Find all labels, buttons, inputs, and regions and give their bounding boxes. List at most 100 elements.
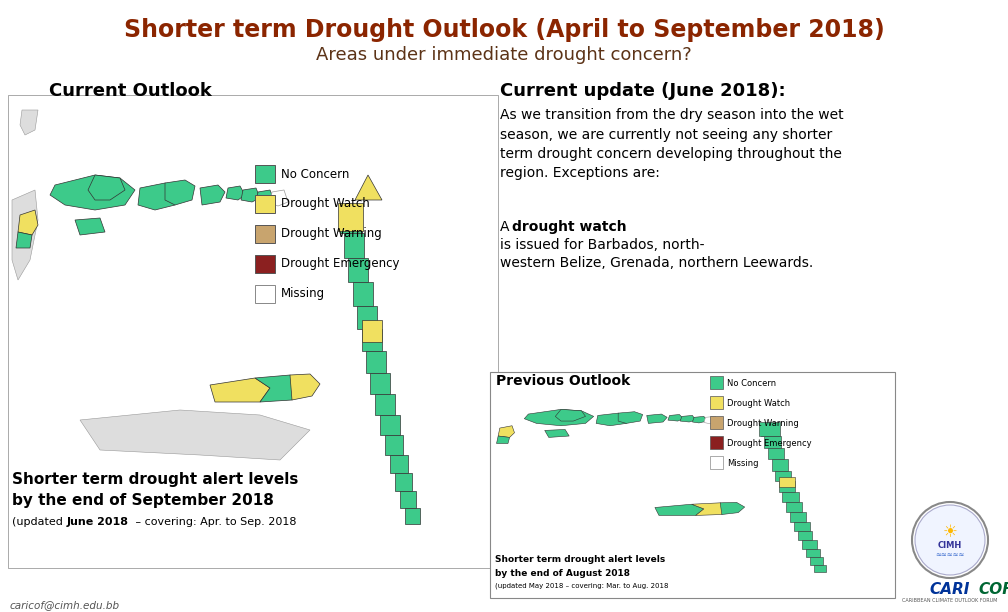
Bar [338, 203, 363, 231]
Text: Drought Watch: Drought Watch [727, 398, 790, 408]
Polygon shape [691, 503, 730, 515]
Bar [255, 195, 275, 213]
Text: is issued for Barbados, north-: is issued for Barbados, north- [500, 238, 705, 252]
Text: ☀: ☀ [942, 523, 958, 541]
Bar [782, 491, 798, 502]
Bar [761, 424, 779, 436]
Polygon shape [12, 190, 38, 280]
Bar [8, 95, 498, 568]
Bar [366, 351, 386, 373]
Text: Drought Warning: Drought Warning [727, 419, 798, 428]
Text: No Concern: No Concern [281, 168, 350, 181]
Bar [255, 225, 275, 243]
Text: June 2018: June 2018 [67, 517, 129, 527]
Text: Areas under immediate drought concern?: Areas under immediate drought concern? [317, 46, 691, 64]
Bar [806, 548, 820, 557]
Polygon shape [498, 426, 514, 438]
Bar [772, 460, 788, 471]
Text: A: A [500, 220, 514, 234]
Text: CARIBBEAN CLIMATE OUTLOOK FORUM: CARIBBEAN CLIMATE OUTLOOK FORUM [902, 598, 998, 603]
Bar [801, 540, 816, 548]
Bar [375, 394, 395, 415]
Text: Current update (June 2018):: Current update (June 2018): [500, 82, 785, 100]
Bar [357, 306, 377, 329]
Bar [789, 512, 806, 521]
Bar [385, 435, 403, 455]
Text: Shorter term drought alert levels: Shorter term drought alert levels [12, 472, 298, 487]
Polygon shape [355, 175, 382, 200]
Text: (updated: (updated [12, 517, 67, 527]
Bar [370, 373, 390, 394]
Bar [793, 521, 810, 531]
Bar [340, 205, 362, 233]
Bar [775, 471, 791, 481]
Bar [395, 473, 412, 491]
Bar [353, 282, 373, 306]
Polygon shape [18, 210, 38, 235]
Bar [405, 508, 420, 524]
Bar [810, 557, 824, 565]
Polygon shape [88, 175, 125, 200]
Polygon shape [255, 375, 302, 402]
Polygon shape [138, 183, 178, 210]
Bar [710, 456, 723, 469]
Polygon shape [210, 378, 270, 402]
Text: Drought Emergency: Drought Emergency [281, 258, 399, 271]
Text: by the end of September 2018: by the end of September 2018 [12, 493, 274, 508]
Polygon shape [226, 186, 245, 200]
Text: Current Outlook: Current Outlook [48, 82, 212, 100]
Text: Drought Emergency: Drought Emergency [727, 439, 811, 447]
Polygon shape [165, 180, 195, 205]
Text: (updated May 2018 – covering: Mar. to Aug. 2018: (updated May 2018 – covering: Mar. to Au… [495, 582, 668, 589]
Bar [400, 491, 416, 508]
Bar [814, 565, 827, 572]
Bar [779, 477, 795, 487]
Text: Shorter term drought alert levels: Shorter term drought alert levels [495, 555, 665, 564]
Bar [348, 258, 368, 282]
Bar [764, 436, 780, 448]
Polygon shape [50, 175, 135, 210]
Polygon shape [20, 110, 38, 135]
Bar [767, 448, 784, 460]
Bar [255, 255, 275, 273]
Bar [362, 320, 382, 342]
Text: – covering: Apr. to Sep. 2018: – covering: Apr. to Sep. 2018 [132, 517, 296, 527]
Text: Shorter term Drought Outlook (April to September 2018): Shorter term Drought Outlook (April to S… [124, 18, 884, 42]
Polygon shape [497, 436, 510, 444]
Text: Drought Watch: Drought Watch [281, 198, 370, 211]
Bar [490, 372, 895, 598]
Polygon shape [80, 410, 310, 460]
Text: drought watch: drought watch [512, 220, 627, 234]
Bar [362, 329, 382, 351]
Bar [759, 422, 780, 436]
Text: No Concern: No Concern [727, 378, 776, 387]
Text: Missing: Missing [727, 458, 758, 468]
Bar [380, 415, 400, 435]
Polygon shape [618, 412, 643, 424]
Polygon shape [270, 190, 288, 206]
Bar [710, 396, 723, 409]
Polygon shape [241, 188, 260, 202]
Polygon shape [16, 232, 32, 248]
Bar [797, 531, 812, 540]
Polygon shape [720, 502, 745, 515]
Text: CIMH: CIMH [937, 540, 962, 550]
Bar [785, 502, 801, 512]
Text: COF: COF [978, 582, 1008, 597]
Text: ≈≈≈≈≈: ≈≈≈≈≈ [935, 552, 965, 558]
Circle shape [912, 502, 988, 578]
Text: Previous Outlook: Previous Outlook [496, 374, 630, 388]
Text: Drought Warning: Drought Warning [281, 228, 382, 241]
Polygon shape [655, 504, 704, 515]
Polygon shape [680, 416, 696, 422]
Bar [710, 376, 723, 389]
Text: CARI: CARI [929, 582, 970, 597]
Bar [779, 481, 795, 491]
Text: Missing: Missing [281, 288, 326, 300]
Bar [344, 233, 364, 258]
Text: As we transition from the dry season into the wet
season, we are currently not s: As we transition from the dry season int… [500, 108, 844, 181]
Polygon shape [668, 414, 683, 421]
Polygon shape [555, 409, 586, 421]
Polygon shape [704, 416, 719, 424]
Polygon shape [200, 185, 225, 205]
